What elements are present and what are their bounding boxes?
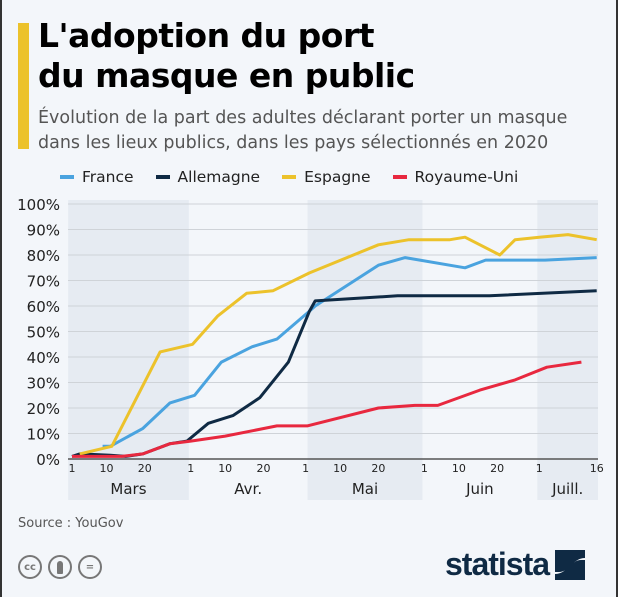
y-tick-label: 70% xyxy=(27,273,60,291)
x-tick-label: 10 xyxy=(218,462,232,475)
month-label: Juill. xyxy=(551,480,583,498)
logo-text: statista xyxy=(445,546,550,582)
series-line-royaume-uni xyxy=(72,360,582,458)
legend-swatch xyxy=(282,175,297,179)
legend-item: Royaume-Uni xyxy=(392,168,519,186)
month-label: Avr. xyxy=(234,480,262,498)
legend-label: Royaume-Uni xyxy=(414,168,519,186)
y-tick-label: 100% xyxy=(17,196,60,214)
legend-label: France xyxy=(82,168,134,186)
y-tick-label: 10% xyxy=(27,426,60,444)
month-band xyxy=(307,200,423,500)
legend-swatch xyxy=(392,175,407,179)
month-label: Juin xyxy=(465,480,494,498)
month-label: Mars xyxy=(110,480,146,498)
y-tick-label: 50% xyxy=(27,324,60,342)
x-tick-label: 10 xyxy=(99,462,113,475)
x-tick-label: 16 xyxy=(590,462,604,475)
x-tick-label: 10 xyxy=(333,462,347,475)
legend-swatch xyxy=(155,175,170,179)
month-label: Mai xyxy=(352,480,378,498)
y-tick-label: 40% xyxy=(27,349,60,367)
legend: France Allemagne Espagne Royaume-Uni xyxy=(60,168,518,186)
legend-item: France xyxy=(60,168,134,186)
subtitle-line-2: dans les lieux publics, dans les pays sé… xyxy=(38,133,549,153)
chart-subtitle: Évolution de la part des adultes déclara… xyxy=(38,106,618,156)
cc-icon: cc xyxy=(18,555,42,579)
x-tick-label: 20 xyxy=(371,462,385,475)
x-tick-label: 1 xyxy=(302,462,309,475)
x-tick-label: 20 xyxy=(257,462,271,475)
y-tick-label: 20% xyxy=(27,400,60,418)
x-tick-label: 1 xyxy=(421,462,428,475)
x-tick-label: 20 xyxy=(138,462,152,475)
series-line-france xyxy=(102,256,597,448)
title-line-1: L'adoption du port xyxy=(38,16,375,55)
y-tick-label: 60% xyxy=(27,298,60,316)
x-tick-label: 10 xyxy=(452,462,466,475)
legend-item: Espagne xyxy=(282,168,371,186)
license-icons: cc = xyxy=(18,555,102,579)
legend-label: Allemagne xyxy=(177,168,261,186)
y-tick-label: 80% xyxy=(27,247,60,265)
source-note: Source : YouGov xyxy=(18,516,124,531)
x-tick-label: 1 xyxy=(69,462,76,475)
month-band xyxy=(537,200,598,500)
legend-item: Allemagne xyxy=(155,168,261,186)
nd-icon: = xyxy=(78,555,102,579)
subtitle-line-1: Évolution de la part des adultes déclara… xyxy=(38,108,568,128)
chart-title: L'adoption du port du masque en public xyxy=(38,16,415,96)
y-tick-label: 30% xyxy=(27,375,60,393)
series-line-espagne xyxy=(79,233,597,456)
statista-mark-icon xyxy=(555,549,586,580)
title-accent-bar xyxy=(18,23,29,149)
y-tick-label: 90% xyxy=(27,222,60,240)
x-tick-label: 1 xyxy=(187,462,194,475)
y-tick-label: 0% xyxy=(36,451,60,469)
statista-logo: statista xyxy=(445,546,586,583)
x-tick-label: 1 xyxy=(536,462,543,475)
by-icon xyxy=(48,555,72,579)
legend-label: Espagne xyxy=(304,168,371,186)
legend-swatch xyxy=(60,175,74,179)
title-line-2: du masque en public xyxy=(38,56,415,95)
x-tick-label: 20 xyxy=(490,462,504,475)
